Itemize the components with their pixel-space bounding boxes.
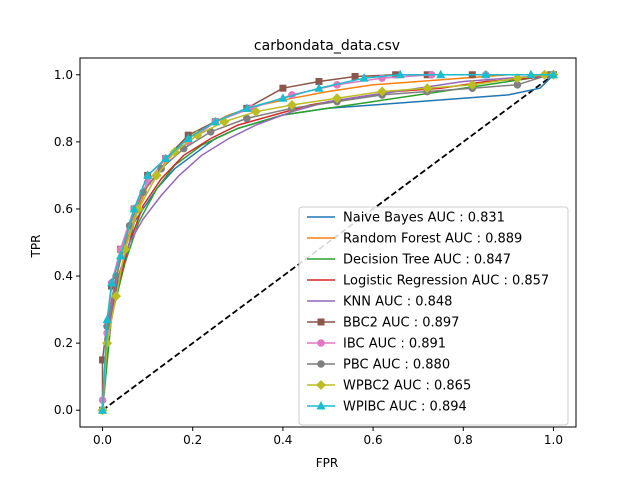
- series-point-9-11: [314, 83, 324, 92]
- x-tick-label-0: 0.0: [93, 433, 112, 447]
- legend-label-1: Random Forest AUC : 0.889: [343, 232, 522, 247]
- legend-label-7: PBC AUC : 0.880: [343, 358, 450, 373]
- legend-marker-8: [316, 380, 326, 390]
- series-point-9-15: [481, 69, 491, 79]
- legend-entry-8: WPBC2 AUC : 0.865: [307, 379, 471, 394]
- legend-entry-1: Random Forest AUC : 0.889: [307, 232, 522, 247]
- legend-entry-3: Logistic Regression AUC : 0.857: [307, 274, 549, 289]
- y-axis-label: TPR: [29, 235, 43, 259]
- series-point-8-1: [102, 338, 113, 349]
- legend-entry-6: IBC AUC : 0.891: [307, 337, 446, 352]
- series-point-9-1: [102, 314, 112, 324]
- x-axis-label: FPR: [316, 456, 338, 470]
- legend-label-3: Logistic Regression AUC : 0.857: [343, 274, 549, 289]
- legend-label-0: Naive Bayes AUC : 0.831: [343, 211, 505, 226]
- legend-label-4: KNN AUC : 0.848: [343, 295, 452, 310]
- series-point-8-9: [250, 106, 261, 117]
- series-point-8-10: [286, 99, 297, 110]
- series-point-9-17: [548, 69, 558, 79]
- series-point-9-2: [107, 277, 117, 287]
- legend-label-2: Decision Tree AUC : 0.847: [343, 253, 511, 268]
- series-9: [98, 69, 558, 414]
- x-tick-label-1: 0.2: [183, 433, 202, 447]
- x-tick-label-3: 0.6: [364, 433, 383, 447]
- series-point-8-6: [169, 146, 180, 157]
- y-tick-label-0: 0.0: [54, 403, 73, 417]
- series-line-4: [101, 74, 554, 411]
- y-tick-label-1: 0.2: [54, 336, 73, 350]
- plot-area: [97, 69, 559, 416]
- series-point-9-9: [242, 103, 252, 112]
- legend-marker-9: [316, 401, 326, 410]
- series-line-9: [101, 74, 554, 411]
- series-point-9-10: [278, 93, 288, 102]
- legend-entry-0: Naive Bayes AUC : 0.831: [307, 211, 505, 226]
- legend-marker-5: [317, 318, 325, 326]
- legend-entry-9: WPIBC AUC : 0.894: [307, 400, 467, 415]
- legend-marker-7: [317, 360, 325, 368]
- series-point-5-12: [351, 72, 359, 80]
- legend-label-5: BBC2 AUC : 0.897: [343, 316, 459, 331]
- y-tick-label-3: 0.6: [54, 202, 73, 216]
- series-point-8-2: [111, 291, 122, 302]
- legend-entry-7: PBC AUC : 0.880: [307, 358, 450, 373]
- y-tick-label-2: 0.4: [54, 269, 73, 283]
- series-point-5-10: [279, 84, 287, 92]
- axes: 0.0 0.2 0.4 0.6 0.8 1.0 0.0 0.2 0.4 0.6 0.8 1.0: [54, 57, 577, 447]
- series-point-9-5: [143, 170, 153, 179]
- x-tick-label-5: 1.0: [544, 433, 563, 447]
- series-point-9-7: [183, 133, 193, 143]
- series-point-8-15: [512, 73, 523, 84]
- series-point-5-1: [99, 356, 107, 364]
- x-tick-label-2: 0.4: [273, 433, 292, 447]
- chart-title: carbondata_data.csv: [254, 38, 400, 54]
- legend-label-8: WPBC2 AUC : 0.865: [343, 379, 471, 394]
- series-point-7-8: [243, 114, 251, 123]
- y-tick-label-4: 0.8: [54, 135, 73, 149]
- series-point-9-13: [395, 69, 405, 79]
- series-4: [101, 74, 554, 411]
- series-point-8-11: [332, 93, 343, 104]
- legend-label-9: WPIBC AUC : 0.894: [343, 400, 467, 415]
- legend-box: [298, 206, 569, 426]
- x-tick-label-4: 0.8: [454, 433, 473, 447]
- legend-marker-6: [317, 339, 325, 347]
- series-point-9-14: [436, 69, 446, 79]
- legend-entry-4: KNN AUC : 0.848: [307, 295, 452, 310]
- series-point-9-4: [129, 203, 139, 213]
- series-point-8-12: [377, 86, 388, 97]
- series-point-9-12: [359, 73, 369, 82]
- y-tick-label-5: 1.0: [54, 68, 73, 82]
- series-point-7-14: [513, 81, 522, 89]
- legend-entry-2: Decision Tree AUC : 0.847: [307, 253, 511, 268]
- series-point-8-14: [467, 79, 478, 90]
- series-point-9-0: [98, 405, 108, 414]
- series-point-9-16: [526, 69, 536, 79]
- legend-entry-5: BBC2 AUC : 0.897: [307, 316, 459, 331]
- series-point-9-8: [210, 116, 220, 126]
- legend-label-6: IBC AUC : 0.891: [343, 337, 446, 352]
- series-point-8-13: [422, 83, 433, 94]
- series-point-8-7: [192, 130, 203, 141]
- series-point-5-11: [315, 77, 323, 85]
- series-point-8-5: [151, 170, 162, 181]
- legend: Naive Bayes AUC : 0.831 Random Forest AUC…: [298, 206, 569, 426]
- series-point-9-6: [161, 153, 171, 163]
- axes-frame: [79, 57, 577, 428]
- series-point-9-3: [116, 250, 126, 260]
